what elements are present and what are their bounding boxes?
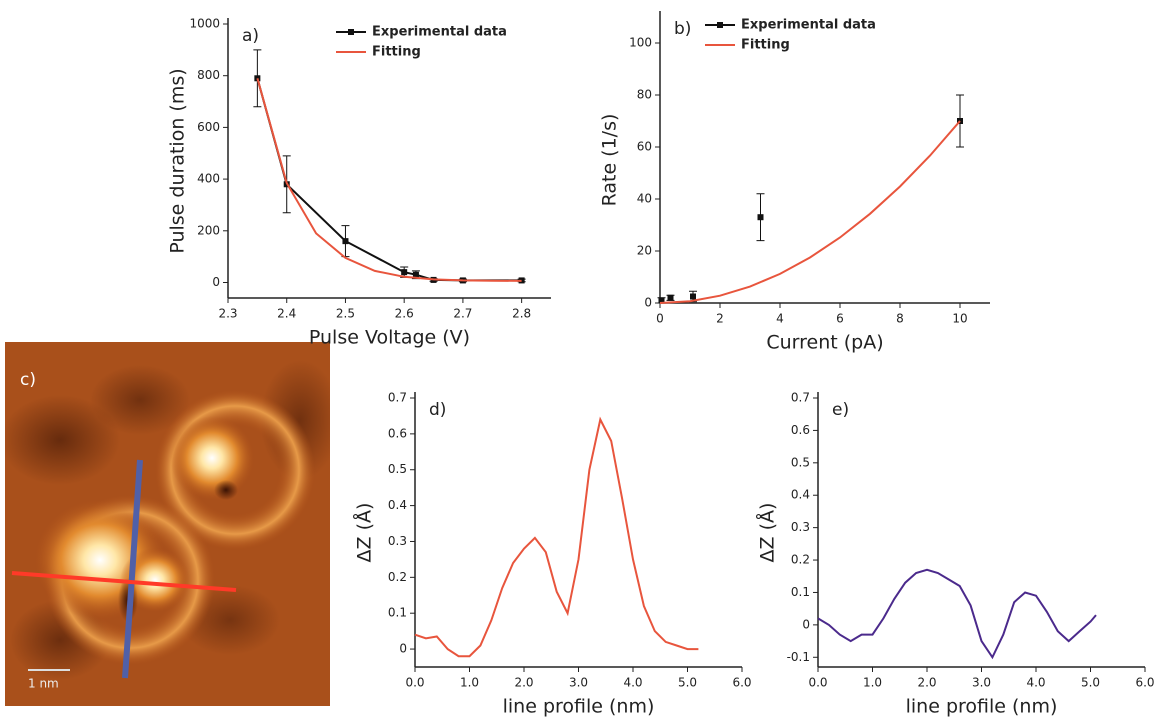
panel-label: d): [429, 400, 446, 420]
y-tick-label: 1000: [189, 17, 220, 31]
legend-label: Experimental data: [741, 18, 876, 33]
y-tick-label: 40: [637, 192, 652, 206]
panel-label: c): [20, 370, 36, 390]
x-tick-label: 4: [776, 312, 784, 326]
y-axis-title: Rate (1/s): [599, 114, 621, 207]
x-axis-title: Current (pA): [766, 332, 883, 354]
x-tick-label: 0.0: [808, 676, 827, 690]
y-tick-label: 0.3: [791, 520, 810, 534]
stm-image: [5, 342, 330, 706]
y-tick-label: 100: [629, 36, 652, 50]
x-tick-label: 4.0: [1026, 676, 1045, 690]
panel-label: e): [832, 400, 849, 420]
y-tick-label: 0: [399, 642, 407, 656]
y-tick-label: 60: [637, 140, 652, 154]
x-tick-label: 2.0: [514, 676, 533, 690]
data-point: [658, 297, 665, 304]
legend-label: Experimental data: [372, 25, 507, 40]
series-line: [414, 416, 699, 658]
y-tick-label: 0.7: [791, 391, 810, 405]
series-line: [659, 120, 961, 304]
y-tick-label: 0.2: [388, 570, 407, 584]
y-tick-label: 0.6: [388, 426, 407, 440]
x-tick-label: 0.0: [405, 676, 424, 690]
legend-marker: [717, 22, 723, 28]
x-tick-label: 2.7: [453, 307, 472, 321]
scale-bar-label: 1 nm: [28, 677, 59, 691]
x-tick-label: 6.0: [1135, 676, 1154, 690]
x-tick-label: 1.0: [460, 676, 479, 690]
y-tick-label: 200: [197, 223, 220, 237]
x-tick-label: 2: [716, 312, 724, 326]
x-tick-label: 2.8: [512, 307, 531, 321]
x-tick-label: 6.0: [732, 676, 751, 690]
y-tick-label: 800: [197, 68, 220, 82]
y-tick-label: 20: [637, 244, 652, 258]
legend-label: Fitting: [741, 38, 790, 53]
y-tick-label: 0.6: [791, 423, 810, 437]
y-tick-label: 0.5: [388, 462, 407, 476]
x-tick-label: 3.0: [569, 676, 588, 690]
y-tick-label: 80: [637, 88, 652, 102]
y-axis-title: Pulse duration (ms): [167, 68, 189, 253]
x-axis-title: line profile (nm): [503, 696, 655, 718]
y-tick-label: 0.3: [388, 534, 407, 548]
y-tick-label: 0.2: [791, 553, 810, 567]
x-tick-label: 2.4: [277, 307, 296, 321]
legend-marker: [348, 29, 354, 35]
data-point: [412, 271, 419, 278]
series-line: [256, 78, 522, 282]
y-tick-label: 400: [197, 172, 220, 186]
legend-label: Fitting: [372, 45, 421, 60]
y-axis-title: ΔZ (Å): [353, 503, 376, 563]
x-axis-title: line profile (nm): [906, 696, 1058, 718]
x-tick-label: 10: [952, 312, 967, 326]
x-tick-label: 3.0: [972, 676, 991, 690]
data-point: [757, 214, 764, 221]
data-point: [667, 294, 674, 301]
x-tick-label: 4.0: [623, 676, 642, 690]
data-point: [690, 293, 696, 300]
y-tick-label: 0: [802, 617, 810, 631]
panel-label: a): [242, 26, 259, 46]
y-tick-label: 0.4: [791, 488, 810, 502]
x-tick-label: 2.3: [218, 307, 237, 321]
data-point: [254, 75, 261, 82]
x-tick-label: 2.5: [336, 307, 355, 321]
series-line: [256, 78, 522, 282]
y-axis-title: ΔZ (Å): [756, 503, 779, 563]
y-tick-label: 600: [197, 120, 220, 134]
x-tick-label: 0: [656, 312, 664, 326]
series-line: [817, 568, 1097, 660]
x-tick-label: 1.0: [863, 676, 882, 690]
y-tick-label: 0.1: [791, 585, 810, 599]
x-tick-label: 5.0: [678, 676, 697, 690]
y-tick-label: 0.4: [388, 498, 407, 512]
y-tick-label: 0.5: [791, 455, 810, 469]
x-tick-label: 8: [896, 312, 904, 326]
y-tick-label: -0.1: [787, 650, 810, 664]
data-point: [518, 277, 525, 284]
x-tick-label: 2.6: [395, 307, 414, 321]
x-axis-title: Pulse Voltage (V): [309, 327, 470, 349]
x-tick-label: 5.0: [1081, 676, 1100, 690]
panel-label: b): [674, 19, 691, 39]
y-tick-label: 0.7: [388, 391, 407, 405]
y-tick-label: 0: [212, 275, 220, 289]
y-tick-label: 0.1: [388, 606, 407, 620]
x-tick-label: 6: [836, 312, 844, 326]
x-tick-label: 2.0: [917, 676, 936, 690]
data-point: [342, 238, 349, 245]
y-tick-label: 0: [644, 296, 652, 310]
data-point: [401, 269, 408, 276]
